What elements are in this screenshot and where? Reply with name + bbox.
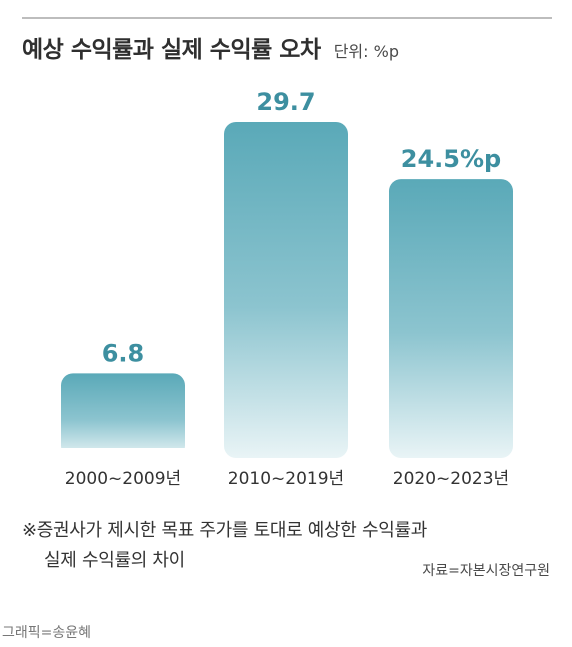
top-rule: [22, 17, 552, 19]
source-text: 자료=자본시장연구원: [422, 563, 550, 579]
bar-chart: 6.8 2000~2009년 29.7 2010~2019년 24.5%p 2020~20…: [61, 88, 513, 489]
bar-3: [389, 179, 513, 458]
category-label-2: 2010~2019년: [228, 469, 344, 489]
footnote-line-1: ※증권사가 제시한 목표 주가를 토대로 예상한 수익률과: [22, 520, 428, 541]
footnote-line-2: 실제 수익률의 차이: [44, 550, 185, 571]
footnote: ※증권사가 제시한 목표 주가를 토대로 예상한 수익률과 실제 수익률의 차이: [22, 516, 427, 576]
graphic-credit: 그래픽=송윤혜: [2, 625, 92, 641]
value-label-2: 29.7: [256, 88, 315, 116]
unit-label: 단위: %p: [333, 42, 399, 61]
bar-2: [224, 122, 348, 458]
value-label-3: 24.5%p: [401, 145, 501, 173]
category-label-1: 2000~2009년: [65, 469, 181, 489]
value-label-1: 6.8: [102, 339, 145, 367]
category-label-3: 2020~2023년: [393, 469, 509, 489]
chart-title: 예상 수익률과 실제 수익률 오차: [22, 37, 321, 63]
chart-header: 예상 수익률과 실제 수익률 오차 단위: %p: [22, 30, 399, 64]
bar-1: [61, 373, 185, 458]
